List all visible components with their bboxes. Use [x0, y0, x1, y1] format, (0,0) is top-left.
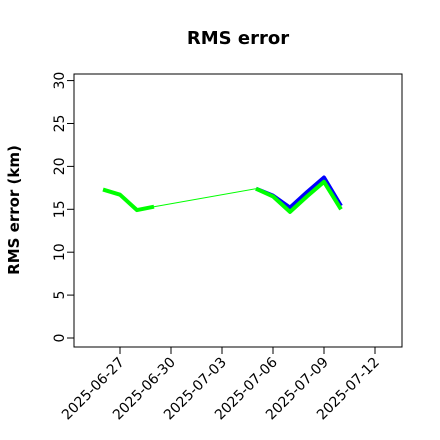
series-layer — [102, 175, 343, 214]
series-line-3 — [255, 179, 343, 214]
y-axis: 0 5 10 15 20 25 30 — [52, 72, 75, 343]
series-line-1 — [102, 187, 155, 213]
y-tick-label: 20 — [52, 157, 68, 175]
plot-area-frame — [73, 73, 403, 348]
y-tick-label: 25 — [52, 115, 68, 133]
y-tick-label: 15 — [52, 200, 68, 218]
y-tick-label: 30 — [52, 72, 68, 90]
chart-title: RMS error — [187, 28, 289, 49]
y-tick-label: 0 — [52, 334, 68, 343]
y-axis-label: RMS error (km) — [5, 145, 23, 275]
y-tick-label: 10 — [52, 243, 68, 261]
series-line-2 — [153, 188, 257, 208]
y-tick-label: 5 — [52, 291, 68, 300]
x-axis: 2025-06-272025-06-302025-07-032025-07-06… — [59, 346, 383, 423]
